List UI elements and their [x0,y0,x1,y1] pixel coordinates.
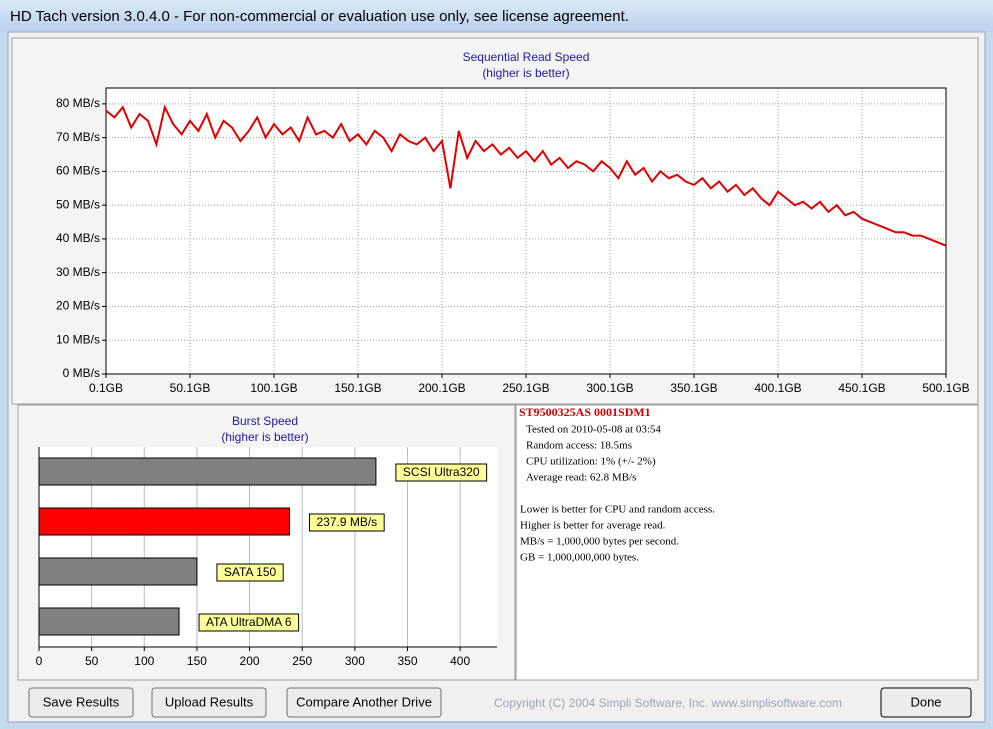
result-line: Random access: 18.5ms [526,440,632,452]
x-tick-label: 50.1GB [170,381,211,395]
x-tick-label: 400 [450,654,470,668]
copyright: Copyright (C) 2004 Simpli Software, Inc.… [494,696,842,710]
drive-name: ST9500325AS 0001SDM1 [519,405,651,419]
button-label[interactable]: Done [910,694,941,709]
button-label[interactable]: Upload Results [165,694,254,709]
note-line: Higher is better for average read. [520,520,666,532]
bar-label-box [216,563,284,582]
bar-label: SCSI Ultra320 [403,465,480,479]
y-tick-label: 80 MB/s [56,96,100,110]
button[interactable] [28,687,134,718]
bar-label-box [198,613,300,632]
button-label[interactable]: Save Results [43,694,120,709]
x-tick-label: 300.1GB [586,381,633,395]
button-label[interactable]: Compare Another Drive [296,694,432,709]
y-tick-label: 0 MB/s [63,366,100,380]
read-line [105,104,947,247]
y-tick-label: 30 MB/s [56,265,100,279]
charts: Sequential Read Speed (higher is better) 0… [28,50,972,718]
chart-title: Sequential Read Speed [463,50,590,64]
x-tick-label: 100 [134,654,154,668]
bar-label-box [395,463,488,482]
bar [38,557,198,586]
x-tick-label: 200 [240,654,260,668]
x-tick-label: 150.1GB [334,381,381,395]
bar [38,457,377,486]
window-title: HD Tach version 3.0.4.0 - For non-commer… [10,8,629,25]
y-tick-label: 60 MB/s [56,164,100,178]
x-tick-label: 300 [345,654,365,668]
y-tick-label: 40 MB/s [56,231,100,245]
button[interactable] [151,687,267,718]
x-tick-label: 350 [397,654,417,668]
bar [38,507,290,536]
title-bar [0,0,993,32]
bar-label: SATA 150 [224,565,277,579]
x-tick-label: 200.1GB [418,381,465,395]
x-tick-label: 0.1GB [89,381,123,395]
x-tick-label: 100.1GB [250,381,297,395]
x-tick-label: 350.1GB [670,381,717,395]
x-tick-label: 450.1GB [838,381,885,395]
result-line: Average read: 62.8 MB/s [526,472,636,484]
chart-subtitle: (higher is better) [221,430,308,444]
note-line: GB = 1,000,000,000 bytes. [520,552,639,564]
button[interactable] [880,687,972,718]
bar [38,607,180,636]
y-tick-label: 70 MB/s [56,130,100,144]
x-tick-label: 50 [85,654,99,668]
chart-subtitle: (higher is better) [482,66,569,80]
x-tick-label: 400.1GB [754,381,801,395]
button[interactable] [286,687,442,718]
x-tick-label: 250.1GB [502,381,549,395]
y-tick-label: 50 MB/s [56,197,100,211]
x-tick-label: 0 [36,654,43,668]
bar-label-box [308,513,385,532]
y-tick-label: 10 MB/s [56,332,100,346]
bar-label: ATA UltraDMA 6 [206,615,292,629]
info-panel [515,404,979,681]
bar-label: 237.9 MB/s [316,515,377,529]
note-line: Lower is better for CPU and random acces… [520,504,715,516]
note-line: MB/s = 1,000,000 bytes per second. [520,536,679,548]
plot-border [105,87,947,375]
x-tick-label: 250 [292,654,312,668]
result-line: Tested on 2010-05-08 at 03:54 [526,424,661,436]
result-line: CPU utilization: 1% (+/- 2%) [526,456,656,468]
chart-title: Burst Speed [232,414,298,428]
x-tick-label: 150 [187,654,207,668]
x-tick-label: 500.1GB [922,381,969,395]
y-tick-label: 20 MB/s [56,299,100,313]
